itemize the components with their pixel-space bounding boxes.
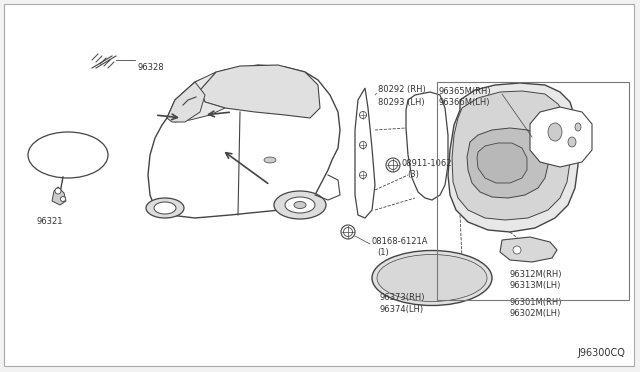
Ellipse shape <box>388 160 397 170</box>
Polygon shape <box>355 88 375 218</box>
Polygon shape <box>467 128 548 198</box>
Polygon shape <box>167 82 205 122</box>
Text: 08168-6121A: 08168-6121A <box>372 237 429 246</box>
Ellipse shape <box>377 254 487 301</box>
Polygon shape <box>452 91 570 220</box>
Text: 96301M(RH): 96301M(RH) <box>510 298 563 307</box>
Ellipse shape <box>146 198 184 218</box>
Ellipse shape <box>386 158 400 172</box>
Polygon shape <box>52 187 66 205</box>
Ellipse shape <box>294 202 306 208</box>
Polygon shape <box>500 237 557 262</box>
Polygon shape <box>200 65 320 118</box>
FancyBboxPatch shape <box>4 4 634 366</box>
Ellipse shape <box>344 228 353 237</box>
Ellipse shape <box>360 171 367 179</box>
Text: 96374(LH): 96374(LH) <box>380 305 424 314</box>
Ellipse shape <box>61 196 65 202</box>
Text: 80293 (LH): 80293 (LH) <box>378 98 424 107</box>
Text: J96300CQ: J96300CQ <box>577 348 625 358</box>
Polygon shape <box>148 65 340 218</box>
Ellipse shape <box>360 141 367 148</box>
Text: 80292 (RH): 80292 (RH) <box>378 85 426 94</box>
Text: 96373(RH): 96373(RH) <box>380 293 426 302</box>
Text: 08911-1062G: 08911-1062G <box>402 159 459 168</box>
Text: (3): (3) <box>407 170 419 179</box>
Ellipse shape <box>285 197 315 213</box>
Ellipse shape <box>568 137 576 147</box>
Ellipse shape <box>513 246 521 254</box>
Text: 96366M(LH): 96366M(LH) <box>439 98 490 107</box>
Ellipse shape <box>274 191 326 219</box>
Ellipse shape <box>154 202 176 214</box>
Ellipse shape <box>548 123 562 141</box>
Ellipse shape <box>55 188 61 194</box>
Polygon shape <box>477 143 527 183</box>
Ellipse shape <box>360 112 367 119</box>
Polygon shape <box>406 92 448 200</box>
Polygon shape <box>530 107 592 167</box>
Ellipse shape <box>372 250 492 305</box>
Polygon shape <box>167 72 225 122</box>
Text: 96313M(LH): 96313M(LH) <box>510 281 561 290</box>
Text: 96328: 96328 <box>137 63 164 72</box>
Ellipse shape <box>28 132 108 178</box>
Text: 96365M(RH): 96365M(RH) <box>439 87 492 96</box>
Polygon shape <box>448 83 578 232</box>
Text: 96302M(LH): 96302M(LH) <box>510 309 561 318</box>
Text: 96321: 96321 <box>36 217 63 226</box>
Ellipse shape <box>341 225 355 239</box>
Text: (1): (1) <box>377 248 388 257</box>
Ellipse shape <box>264 157 276 163</box>
Ellipse shape <box>575 123 581 131</box>
Text: 96312M(RH): 96312M(RH) <box>510 270 563 279</box>
